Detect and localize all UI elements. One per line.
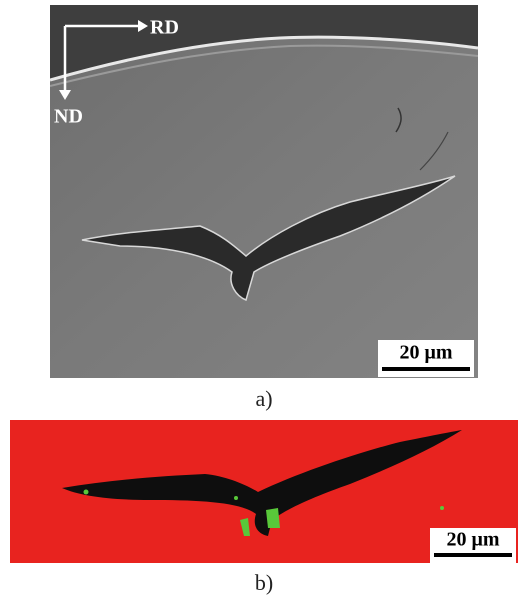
scale-bar bbox=[382, 367, 470, 371]
panel-label: a) bbox=[255, 386, 272, 411]
axis-label: RD bbox=[150, 17, 179, 39]
sem-image bbox=[50, 5, 478, 378]
scale-bar-label: 20 μm bbox=[447, 529, 500, 551]
scale-bar-label: 20 μm bbox=[400, 342, 453, 364]
scale-bar bbox=[434, 553, 512, 557]
figure: RD ND 20 μm a) 20 μm b) bbox=[0, 0, 518, 601]
axis-label: ND bbox=[54, 106, 83, 128]
panel-label: b) bbox=[255, 570, 273, 595]
